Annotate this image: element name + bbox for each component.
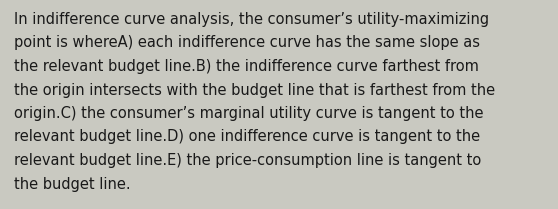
Text: the budget line.: the budget line. [14, 176, 131, 191]
Text: In indifference curve analysis, the consumer’s utility-maximizing: In indifference curve analysis, the cons… [14, 12, 489, 27]
Text: relevant budget line.D) one indifference curve is tangent to the: relevant budget line.D) one indifference… [14, 130, 480, 144]
Text: relevant budget line.E) the price-consumption line is tangent to: relevant budget line.E) the price-consum… [14, 153, 481, 168]
Text: the origin intersects with the budget line that is farthest from the: the origin intersects with the budget li… [14, 83, 495, 98]
Text: the relevant budget line.B) the indifference curve farthest from: the relevant budget line.B) the indiffer… [14, 59, 479, 74]
Text: point is whereA) each indifference curve has the same slope as: point is whereA) each indifference curve… [14, 36, 480, 51]
Text: origin.C) the consumer’s marginal utility curve is tangent to the: origin.C) the consumer’s marginal utilit… [14, 106, 483, 121]
